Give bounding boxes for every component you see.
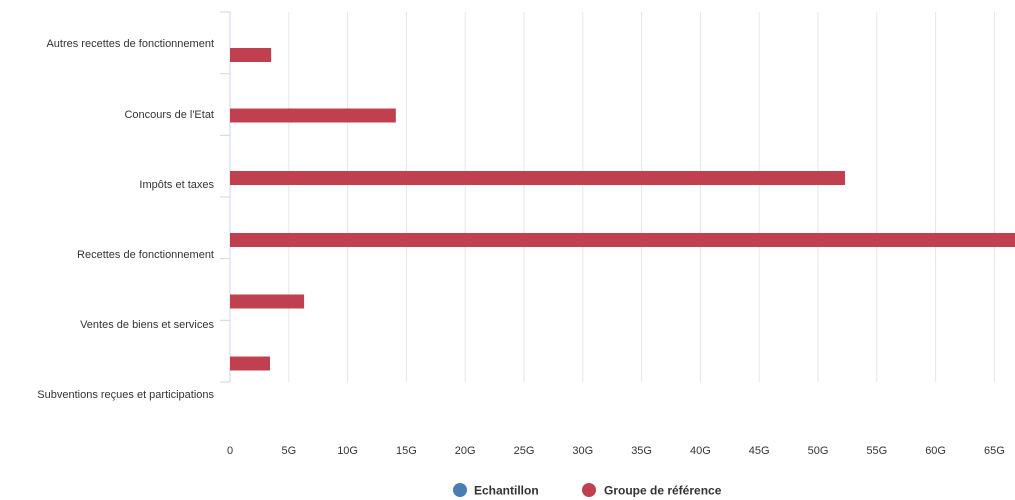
x-tick-label: 20G — [455, 445, 476, 457]
x-tick-label: 40G — [690, 445, 711, 457]
category-label: Impôts et taxes — [139, 179, 214, 191]
legend-marker[interactable] — [582, 483, 596, 497]
x-tick-label: 0 — [227, 445, 233, 457]
category-label: Subventions reçues et participations — [37, 389, 214, 401]
x-tick-labels: 0 5G 10G 15G 20G 25G 30G 35G 40G 45G 50G 55G 60G 65G — [227, 445, 1005, 457]
bar-groupe-de-reference[interactable] — [230, 48, 272, 62]
legend-marker[interactable] — [453, 483, 467, 497]
legend-label[interactable]: Echantillon — [474, 484, 539, 498]
x-tick-label: 30G — [572, 445, 593, 457]
category-label: Recettes de fonctionnement — [77, 249, 214, 261]
x-tick-label: 55G — [866, 445, 887, 457]
category-axis — [220, 11, 231, 383]
x-tick-label: 60G — [925, 445, 946, 457]
chart-gridlines — [288, 12, 995, 382]
chart-legend: Echantillon Groupe de référence — [453, 483, 722, 498]
x-tick-label: 50G — [808, 445, 829, 457]
bar-groupe-de-reference[interactable] — [230, 171, 846, 185]
bar-groupe-de-reference[interactable] — [230, 294, 305, 309]
x-tick-label: 25G — [514, 445, 535, 457]
chart-bars — [230, 48, 1015, 371]
x-tick-label: 45G — [749, 445, 770, 457]
bar-groupe-de-reference[interactable] — [230, 233, 1015, 247]
legend-label[interactable]: Groupe de référence — [604, 484, 722, 498]
x-tick-label: 65G — [984, 445, 1005, 457]
x-tick-label: 15G — [396, 445, 417, 457]
bar-groupe-de-reference[interactable] — [230, 356, 270, 371]
category-label: Ventes de biens et services — [80, 319, 214, 331]
x-tick-label: 5G — [281, 445, 296, 457]
x-tick-label: 35G — [631, 445, 652, 457]
category-labels: Autres recettes de fonctionnement Concour… — [37, 38, 214, 401]
category-label: Concours de l'Etat — [124, 109, 214, 121]
x-tick-label: 10G — [337, 445, 358, 457]
category-label: Autres recettes de fonctionnement — [46, 38, 214, 50]
bar-groupe-de-reference[interactable] — [230, 108, 396, 123]
